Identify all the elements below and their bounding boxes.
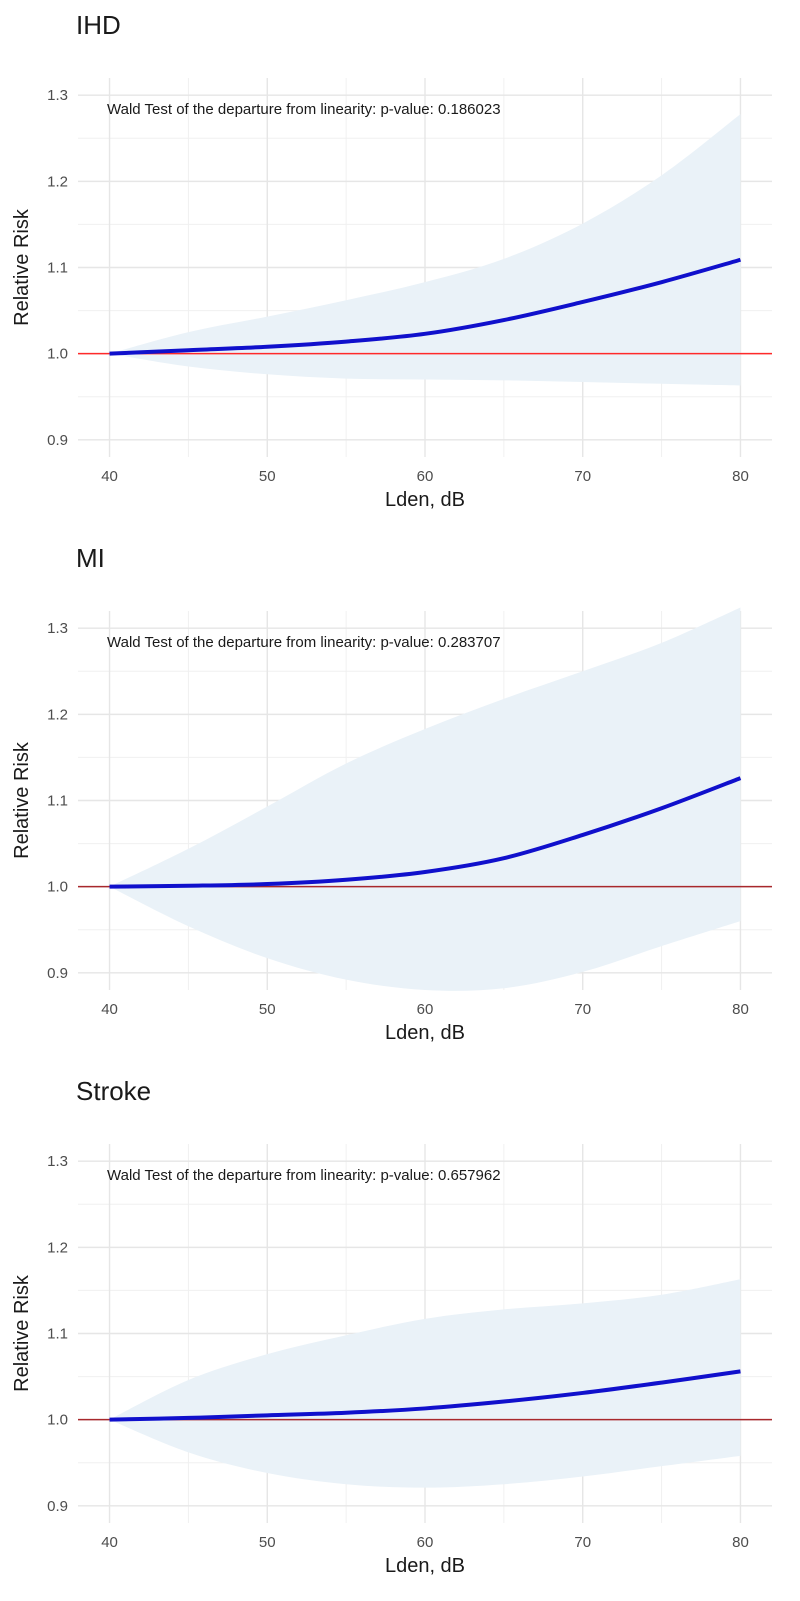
y-tick-label: 1.0 — [47, 879, 68, 896]
x-tick-label: 80 — [732, 468, 749, 485]
x-axis-title: Lden, dB — [385, 1555, 465, 1577]
x-tick-label: 60 — [417, 468, 434, 485]
y-tick-label: 0.9 — [47, 432, 68, 449]
panel-title: MI — [76, 543, 105, 573]
y-axis-title: Relative Risk — [11, 741, 33, 859]
x-tick-label: 70 — [574, 1001, 591, 1018]
confidence-band — [109, 114, 741, 386]
y-tick-label: 1.0 — [47, 1412, 68, 1429]
y-tick-label: 0.9 — [47, 965, 68, 982]
x-tick-label: 40 — [101, 468, 118, 485]
confidence-band — [109, 1279, 741, 1488]
x-tick-label: 70 — [574, 1534, 591, 1551]
rr-curve — [109, 776, 742, 889]
y-axis-title: Relative Risk — [11, 208, 33, 326]
wald-test-annotation: Wald Test of the departure from linearit… — [107, 1167, 501, 1184]
panel-title: IHD — [76, 10, 121, 40]
x-tick-label: 50 — [259, 1001, 276, 1018]
x-axis-title: Lden, dB — [385, 1022, 465, 1044]
panel-stroke: Stroke Wald Test of the departure from li… — [11, 1076, 772, 1577]
x-tick-label: 50 — [259, 1534, 276, 1551]
y-tick-label: 1.1 — [47, 1326, 68, 1343]
y-tick-label: 1.2 — [47, 706, 68, 723]
y-tick-label: 1.0 — [47, 346, 68, 363]
rr-curve — [109, 1369, 741, 1422]
panel-mi: MI Wald Test of the departure from linear… — [11, 543, 772, 1044]
x-tick-label: 50 — [259, 468, 276, 485]
y-tick-label: 1.1 — [47, 260, 68, 277]
y-tick-label: 1.1 — [47, 793, 68, 810]
panel-title: Stroke — [76, 1076, 151, 1106]
x-tick-label: 70 — [574, 468, 591, 485]
x-tick-label: 60 — [417, 1534, 434, 1551]
y-tick-label: 1.2 — [47, 1239, 68, 1256]
wald-test-annotation: Wald Test of the departure from linearit… — [107, 634, 501, 651]
x-tick-label: 60 — [417, 1001, 434, 1018]
confidence-band — [109, 607, 741, 991]
rr-curve — [109, 257, 741, 356]
y-tick-label: 1.3 — [47, 620, 68, 637]
y-axis-title: Relative Risk — [11, 1274, 33, 1392]
wald-test-annotation: Wald Test of the departure from linearit… — [107, 101, 501, 118]
y-tick-label: 0.9 — [47, 1498, 68, 1515]
panel-ihd: IHD Wald Test of the departure from linea… — [11, 10, 772, 511]
y-tick-label: 1.3 — [47, 1153, 68, 1170]
x-axis-title: Lden, dB — [385, 489, 465, 511]
x-tick-label: 40 — [101, 1534, 118, 1551]
y-tick-label: 1.3 — [47, 87, 68, 104]
x-tick-label: 40 — [101, 1001, 118, 1018]
x-tick-label: 80 — [732, 1001, 749, 1018]
y-tick-label: 1.2 — [47, 173, 68, 190]
x-tick-label: 80 — [732, 1534, 749, 1551]
